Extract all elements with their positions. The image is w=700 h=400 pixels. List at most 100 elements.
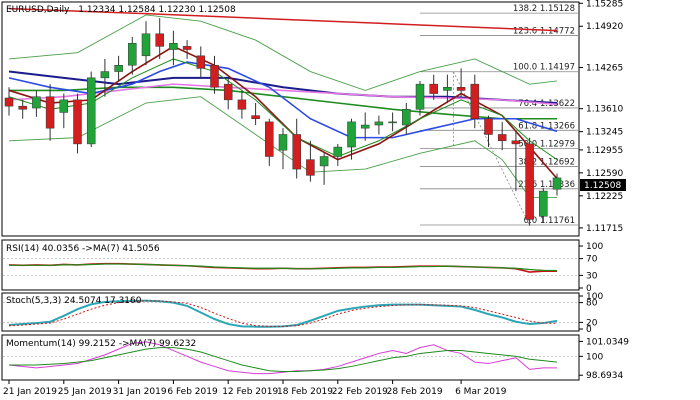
candlestick-series: [4, 18, 562, 226]
candle-body: [223, 83, 233, 101]
candle-body: [45, 96, 55, 129]
ma-line-green: [9, 86, 557, 120]
candle-body: [429, 83, 438, 94]
axis-tick-label: 0: [586, 284, 592, 294]
last-price-marker: 1.12508: [580, 179, 626, 191]
ma-line-navy: [8, 70, 558, 105]
candle-body: [210, 65, 219, 88]
time-tick-label: 31 Jan 2019: [113, 387, 167, 397]
candle-body: [86, 77, 96, 145]
stochastic-lines: [3, 299, 578, 328]
fibonacci-levels: 0.0 1.11761 23.6 1.12336 38.2 1.12692 50.0 …: [420, 4, 578, 226]
price-tick-label: 1.11715: [586, 224, 623, 234]
price-axis: 1.15285 1.14920 1.14265 1.13610 1.13245 1.129…: [579, 0, 623, 234]
axis-tick-label: 101.0349: [586, 337, 629, 347]
momentum-panel[interactable]: 101.0349 100 98.6934 Momentum(14) 99.2152 …: [1, 334, 629, 381]
candle-body: [196, 55, 206, 69]
candle-body: [128, 42, 137, 66]
axis-tick-label: 100: [586, 292, 603, 302]
momentum-panel-frame: [1, 334, 580, 381]
series-line: [8, 341, 557, 375]
rsi-title: RSI(14) 40.0356 ->MA(7) 41.5056: [6, 244, 160, 254]
candle-body: [402, 109, 411, 126]
candle-body: [347, 121, 356, 148]
time-tick-label: 6 Mar 2019: [455, 387, 507, 397]
fib-level-label: 123.6 1.14772: [513, 27, 575, 37]
price-tick-label: 1.14920: [586, 22, 623, 32]
candle-body: [59, 99, 69, 113]
price-tick-label: 1.13610: [586, 105, 623, 115]
price-tick-label: 1.14265: [586, 63, 623, 73]
fib-level-label: 61.8 1.13266: [518, 121, 575, 131]
stoch-title: Stoch(5,3,3) 24.5074 17.3160: [6, 296, 142, 306]
rsi-axis: 100 70 30 0: [579, 242, 603, 294]
candle-body: [511, 140, 521, 145]
time-tick-label: 21 Jan 2019: [3, 387, 57, 397]
time-axis: 21 Jan 2019 25 Jan 2019 31 Jan 2019 6 Feb 2…: [3, 380, 507, 397]
candle-body: [319, 156, 329, 167]
ma-line-boll-lower: [8, 96, 557, 198]
series-line: [9, 347, 558, 372]
chart-ohlc: 1.12334 1.12584 1.12230 1.12508: [78, 5, 236, 15]
time-tick-label: 18 Feb 2019: [277, 387, 333, 397]
time-tick-label: 12 Feb 2019: [222, 387, 278, 397]
candle-body: [265, 121, 274, 157]
momentum-axis: 101.0349 100 98.6934: [579, 337, 629, 381]
candle-body: [456, 87, 466, 91]
price-tick-label: 1.12955: [586, 146, 623, 156]
main-price-panel[interactable]: 0.0 1.11761 23.6 1.12336 38.2 1.12692 50.0 …: [1, 0, 626, 237]
rsi-panel-frame: [1, 239, 580, 291]
candle-body: [525, 143, 534, 220]
candle-body: [100, 71, 110, 79]
fib-level-label: 23.6 1.12336: [518, 180, 575, 190]
rsi-panel[interactable]: 100 70 30 0 RSI(14) 40.0356 ->MA(7) 41.5056: [1, 239, 603, 294]
candle-body: [73, 99, 82, 145]
candle-body: [4, 97, 14, 107]
candle-body: [18, 105, 27, 110]
candle-body: [443, 87, 452, 91]
price-tick-label: 1.12225: [586, 192, 623, 202]
last-price-label: 1.12508: [584, 181, 621, 191]
time-tick-label: 6 Feb 2019: [167, 387, 218, 397]
candle-body: [141, 33, 151, 57]
candle-body: [415, 83, 425, 110]
candle-body: [470, 83, 480, 119]
candle-body: [278, 134, 288, 151]
price-tick-label: 1.12590: [586, 169, 623, 179]
candle-body: [251, 115, 260, 119]
momentum-title: Momentum(14) 99.2152 ->MA(7) 99.6232: [6, 339, 196, 349]
time-tick-label: 25 Jan 2019: [58, 387, 112, 397]
stoch-panel-frame: [1, 292, 580, 332]
fib-level-label: 138.2 1.15128: [513, 4, 575, 14]
ma-line-long-red: [8, 7, 558, 32]
ma-line-pink: [8, 83, 558, 106]
axis-tick-label: 100: [586, 242, 603, 252]
price-tick-label: 1.15285: [586, 0, 623, 9]
fib-level-label: 38.2 1.12692: [518, 157, 575, 167]
chart-header: EURUSD,Daily 1.12334 1.12584 1.12230 1.1…: [6, 5, 236, 15]
candle-body: [497, 134, 507, 142]
candle-body: [360, 124, 370, 129]
candle-body: [169, 42, 178, 50]
fib-level-label: 100.0 1.14197: [513, 63, 575, 73]
axis-tick-label: 100: [586, 352, 603, 362]
candle-body: [552, 177, 562, 190]
candle-body: [388, 121, 397, 124]
last-price-box: [580, 179, 626, 191]
fib-level-label: 0.0 1.11761: [524, 216, 575, 226]
axis-tick-label: 98.6934: [586, 371, 623, 381]
axis-tick-label: 0: [586, 325, 592, 335]
candle-body: [539, 190, 548, 217]
candle-body: [333, 146, 343, 157]
candle-body: [292, 134, 301, 170]
axis-tick-label: 30: [586, 271, 598, 281]
candle-body: [155, 33, 164, 47]
time-tick-label: 28 Feb 2019: [387, 387, 443, 397]
time-tick-label: 22 Feb 2019: [332, 387, 388, 397]
axis-tick-label: 20: [586, 318, 598, 328]
candle-body: [182, 46, 192, 50]
chart-symbol: EURUSD,Daily: [6, 5, 70, 15]
candle-body: [114, 65, 123, 72]
